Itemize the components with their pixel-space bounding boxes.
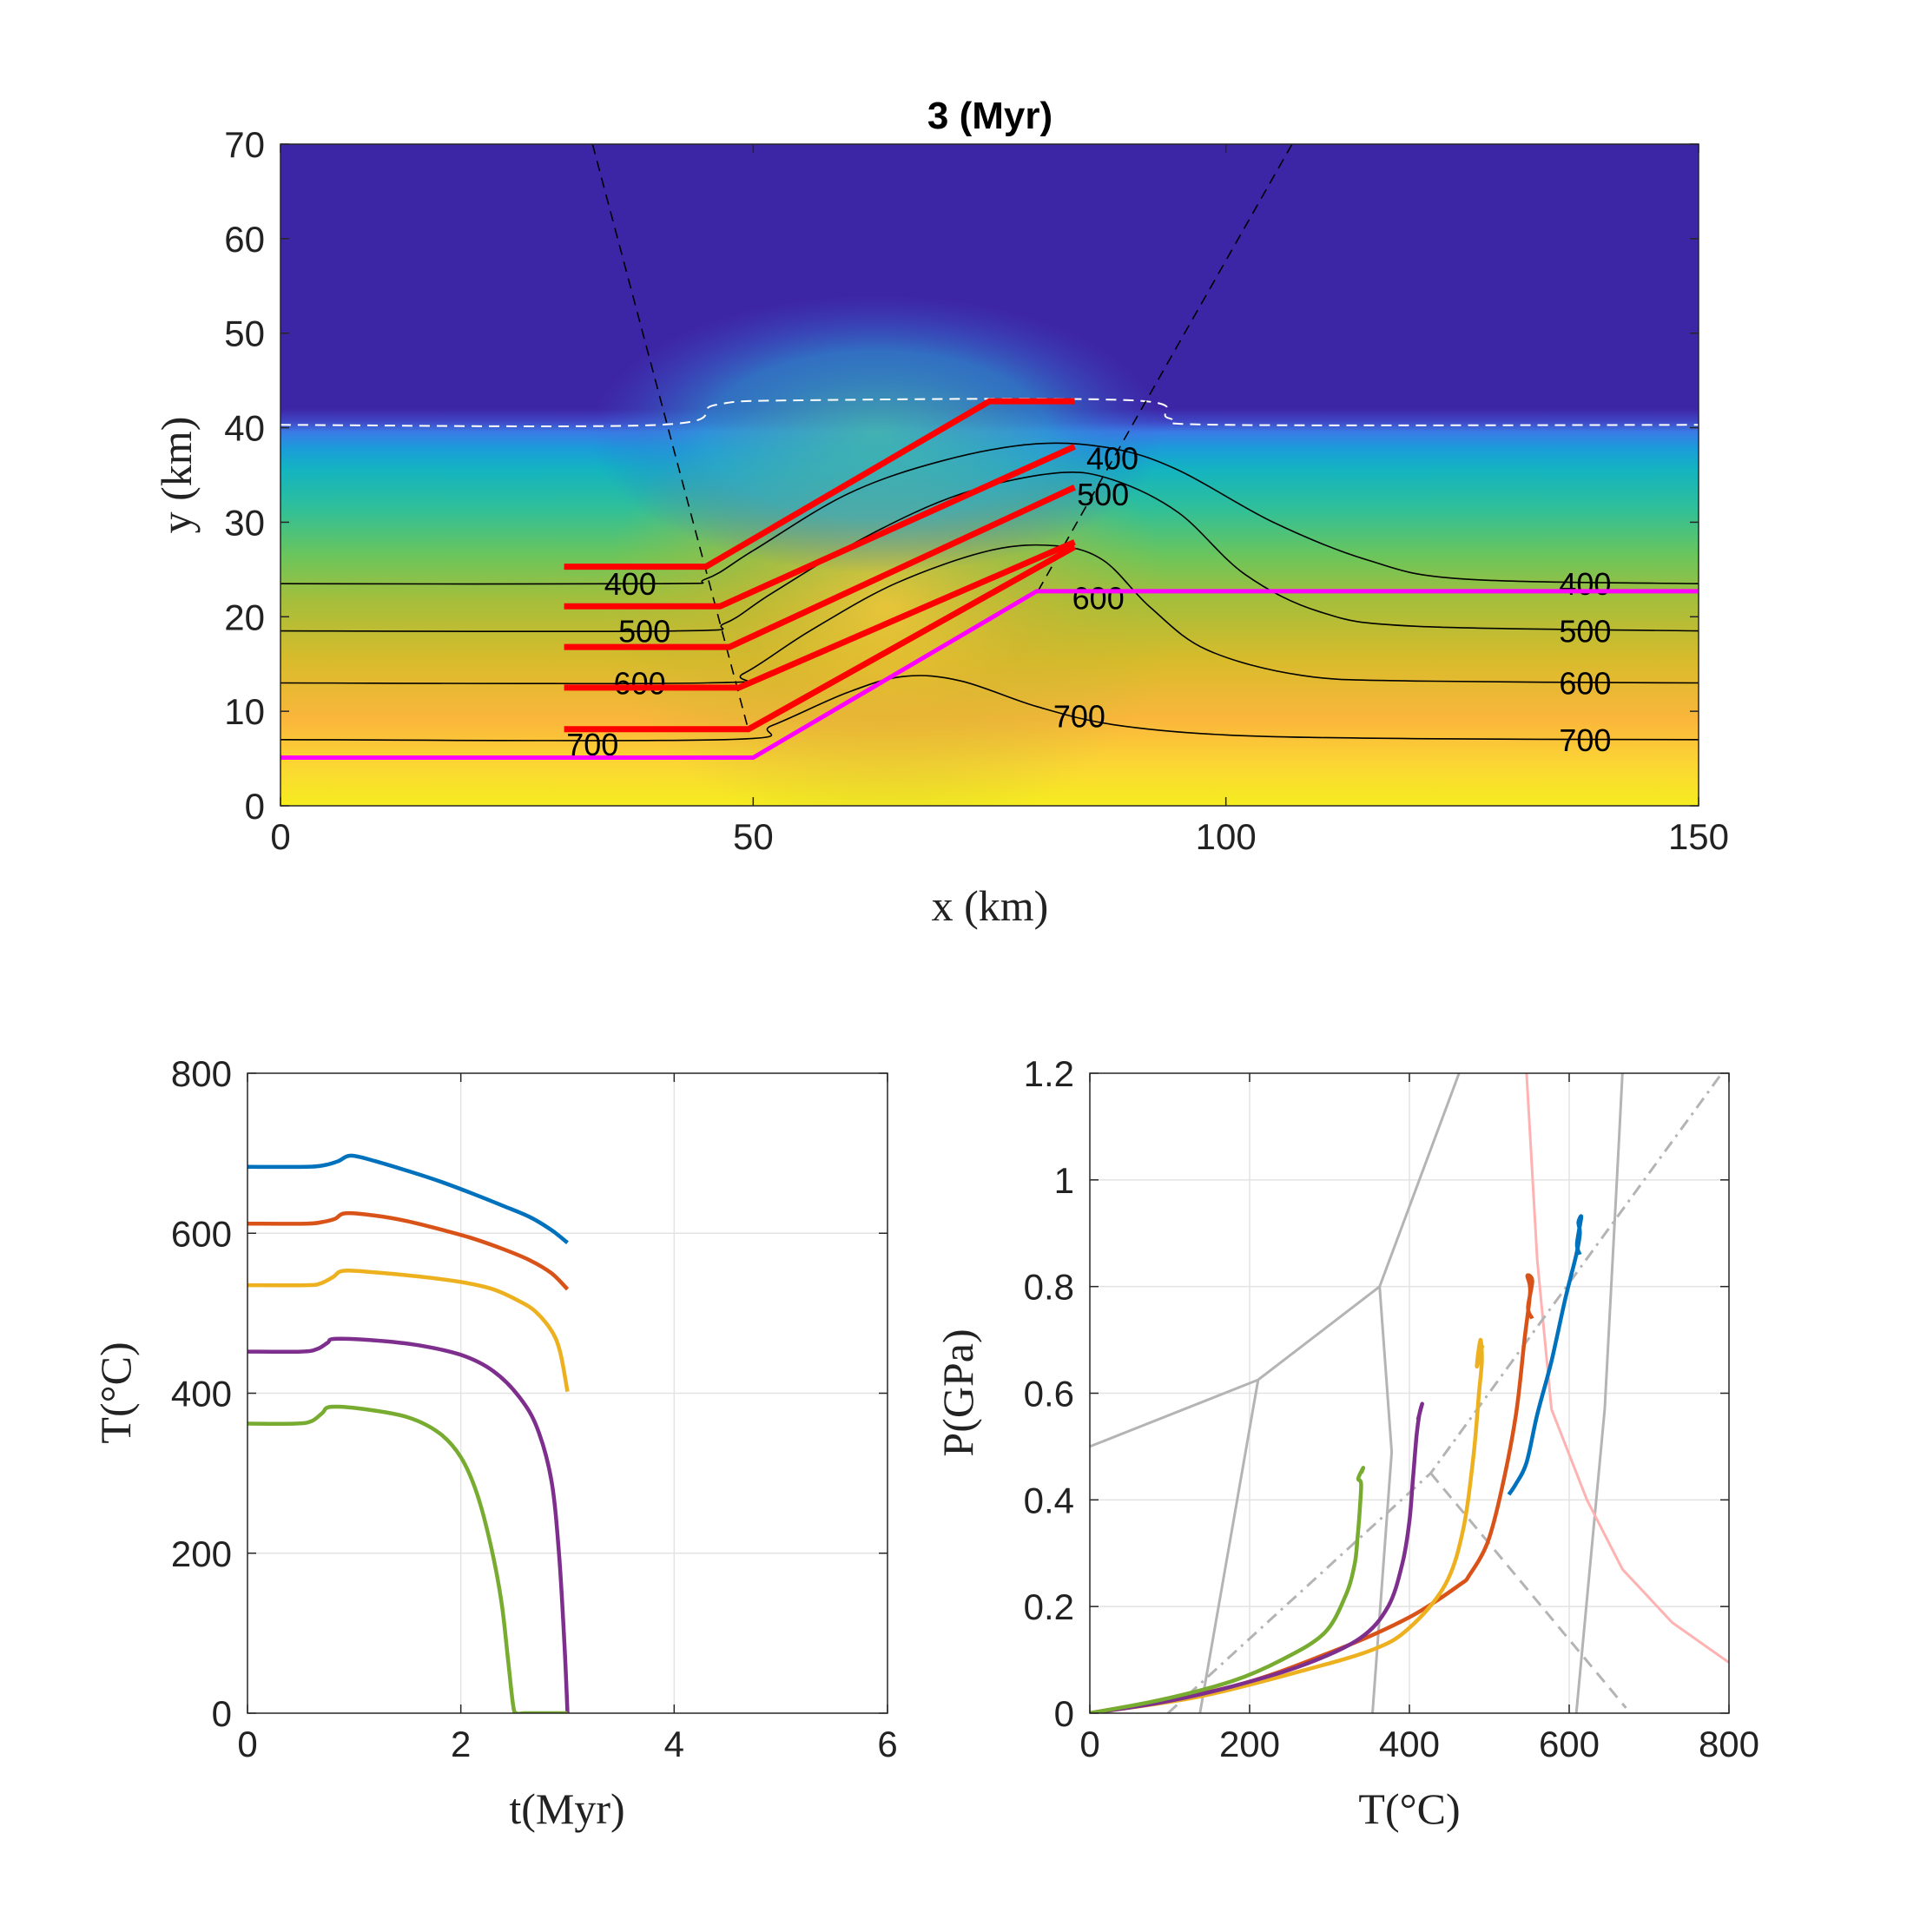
p3-x-tick-label: 400 bbox=[1379, 1724, 1440, 1764]
y-axis-label: y (km) bbox=[152, 417, 201, 534]
isotherm-label-600: 600 bbox=[1559, 665, 1611, 701]
isotherm-label-700: 700 bbox=[1053, 699, 1105, 735]
p1-y-tick-label: 10 bbox=[224, 691, 265, 732]
plot-frame bbox=[280, 143, 1699, 807]
p2-x-tick-label: 0 bbox=[237, 1724, 257, 1764]
temperature-time-panel: 0 2 4 6 0 200 400 600 800 t(Myr) T(°C) bbox=[91, 1053, 898, 1833]
p3-x-tick-label: 800 bbox=[1699, 1724, 1759, 1764]
marker-layer-1 bbox=[564, 398, 1075, 570]
detachment-line bbox=[280, 589, 1699, 760]
reference-line-2 bbox=[1198, 1379, 1260, 1713]
p2-y-tick-label: 200 bbox=[171, 1533, 232, 1574]
isotherm-label-700: 700 bbox=[1559, 722, 1611, 758]
chart-title: 3 (Myr) bbox=[927, 95, 1052, 137]
y-axis-label: T(°C) bbox=[91, 1342, 140, 1443]
p2-x-tick-label: 2 bbox=[451, 1724, 471, 1764]
p3-y-tick-label: 0.4 bbox=[1024, 1480, 1074, 1520]
surface-line bbox=[280, 398, 1699, 427]
pt-path-1 bbox=[1507, 1214, 1584, 1496]
marker-layer-4 bbox=[564, 539, 1076, 691]
p2-x-tick-label: 6 bbox=[877, 1724, 897, 1764]
isotherm-label-400: 400 bbox=[1559, 566, 1611, 602]
p1-y-tick-label: 30 bbox=[224, 502, 265, 543]
isotherm-500 bbox=[280, 471, 1699, 633]
fault-line-1 bbox=[591, 144, 749, 731]
p1-x-tick-label: 150 bbox=[1668, 816, 1729, 857]
x-axis-label: T(°C) bbox=[1358, 1784, 1460, 1833]
p1-y-tick-label: 50 bbox=[224, 313, 265, 354]
p1-y-tick-label: 0 bbox=[245, 786, 265, 827]
p1-x-tick-label: 0 bbox=[270, 816, 290, 857]
p3-y-tick-label: 1 bbox=[1054, 1160, 1074, 1201]
temperature-curve-3 bbox=[247, 1269, 570, 1393]
reference-line-5 bbox=[1525, 1073, 1729, 1664]
p1-y-tick-label: 60 bbox=[224, 219, 265, 260]
isotherm-label-600: 600 bbox=[1072, 581, 1125, 617]
uplifted-zone bbox=[591, 295, 1164, 573]
p3-y-tick-label: 0.2 bbox=[1024, 1586, 1074, 1627]
reference-line-7 bbox=[1429, 1472, 1627, 1709]
temperature-curve-5 bbox=[247, 1404, 568, 1713]
isotherm-label-400: 400 bbox=[604, 566, 657, 602]
isotherm-label-600: 600 bbox=[614, 665, 666, 701]
p2-y-tick-label: 0 bbox=[212, 1693, 232, 1734]
p2-x-tick-label: 4 bbox=[664, 1724, 684, 1764]
p3-x-tick-label: 600 bbox=[1539, 1724, 1600, 1764]
reference-line-3 bbox=[1371, 1286, 1394, 1713]
isotherm-label-500: 500 bbox=[1559, 614, 1611, 649]
p1-x-tick-label: 100 bbox=[1196, 816, 1257, 857]
reference-line-4 bbox=[1574, 1073, 1624, 1713]
reference-line-1 bbox=[1090, 1073, 1461, 1448]
x-axis-label: t(Myr) bbox=[509, 1784, 624, 1833]
temperature-curve-1 bbox=[247, 1153, 569, 1245]
isotherm-label-500: 500 bbox=[618, 614, 670, 649]
p2-y-tick-label: 400 bbox=[171, 1374, 232, 1414]
isotherm-400 bbox=[280, 442, 1699, 585]
p1-y-tick-label: 70 bbox=[224, 124, 265, 165]
isotherm-label-400: 400 bbox=[1086, 440, 1138, 476]
p3-x-tick-label: 200 bbox=[1219, 1724, 1280, 1764]
isotherm-700 bbox=[280, 675, 1699, 742]
y-axis-label: P(GPa) bbox=[934, 1329, 982, 1456]
p3-y-tick-label: 0.8 bbox=[1024, 1267, 1074, 1308]
pt-path-5 bbox=[1090, 1466, 1366, 1713]
marker-layer-3 bbox=[564, 485, 1076, 650]
pt-path-3 bbox=[1090, 1337, 1485, 1713]
p3-y-tick-label: 1.2 bbox=[1024, 1053, 1074, 1094]
p2-y-tick-label: 600 bbox=[171, 1213, 232, 1254]
pt-path-4 bbox=[1090, 1401, 1424, 1713]
pressure-temperature-panel: 0 200 400 600 800 0 0.2 0.4 0.6 0.8 1 1.2 T(°C) P(G… bbox=[934, 1053, 1759, 1833]
p3-x-tick-label: 0 bbox=[1079, 1724, 1099, 1764]
marker-layer-5 bbox=[564, 544, 1077, 733]
p3-y-tick-label: 0.6 bbox=[1024, 1374, 1074, 1414]
temperature-curve-4 bbox=[247, 1336, 570, 1713]
p1-y-tick-label: 40 bbox=[224, 408, 265, 449]
marker-layer-2 bbox=[564, 444, 1076, 610]
x-axis-label: x (km) bbox=[932, 881, 1049, 930]
temperature-curve-2 bbox=[247, 1210, 570, 1291]
p1-y-tick-label: 20 bbox=[224, 597, 265, 637]
p3-y-tick-label: 0 bbox=[1054, 1693, 1074, 1734]
p1-x-tick-label: 50 bbox=[733, 816, 774, 857]
isotherm-label-500: 500 bbox=[1077, 477, 1129, 512]
p2-y-tick-label: 800 bbox=[171, 1053, 232, 1094]
